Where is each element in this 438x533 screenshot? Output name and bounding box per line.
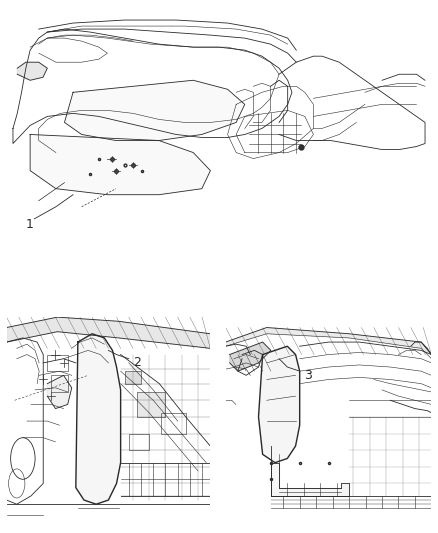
Text: 1: 1 xyxy=(26,219,34,231)
Polygon shape xyxy=(47,375,72,409)
Bar xyxy=(47,354,67,371)
Bar xyxy=(137,392,166,417)
Bar xyxy=(51,375,67,392)
Polygon shape xyxy=(258,346,300,463)
Polygon shape xyxy=(7,317,210,349)
Bar xyxy=(125,371,141,384)
Text: 3: 3 xyxy=(304,369,312,382)
Polygon shape xyxy=(76,334,120,504)
Polygon shape xyxy=(230,342,271,371)
Text: 2: 2 xyxy=(133,357,141,369)
Bar xyxy=(129,433,149,450)
Polygon shape xyxy=(226,327,431,354)
Polygon shape xyxy=(64,80,245,141)
Polygon shape xyxy=(30,134,210,195)
Polygon shape xyxy=(17,62,47,80)
Bar xyxy=(161,413,186,433)
Polygon shape xyxy=(271,463,349,496)
